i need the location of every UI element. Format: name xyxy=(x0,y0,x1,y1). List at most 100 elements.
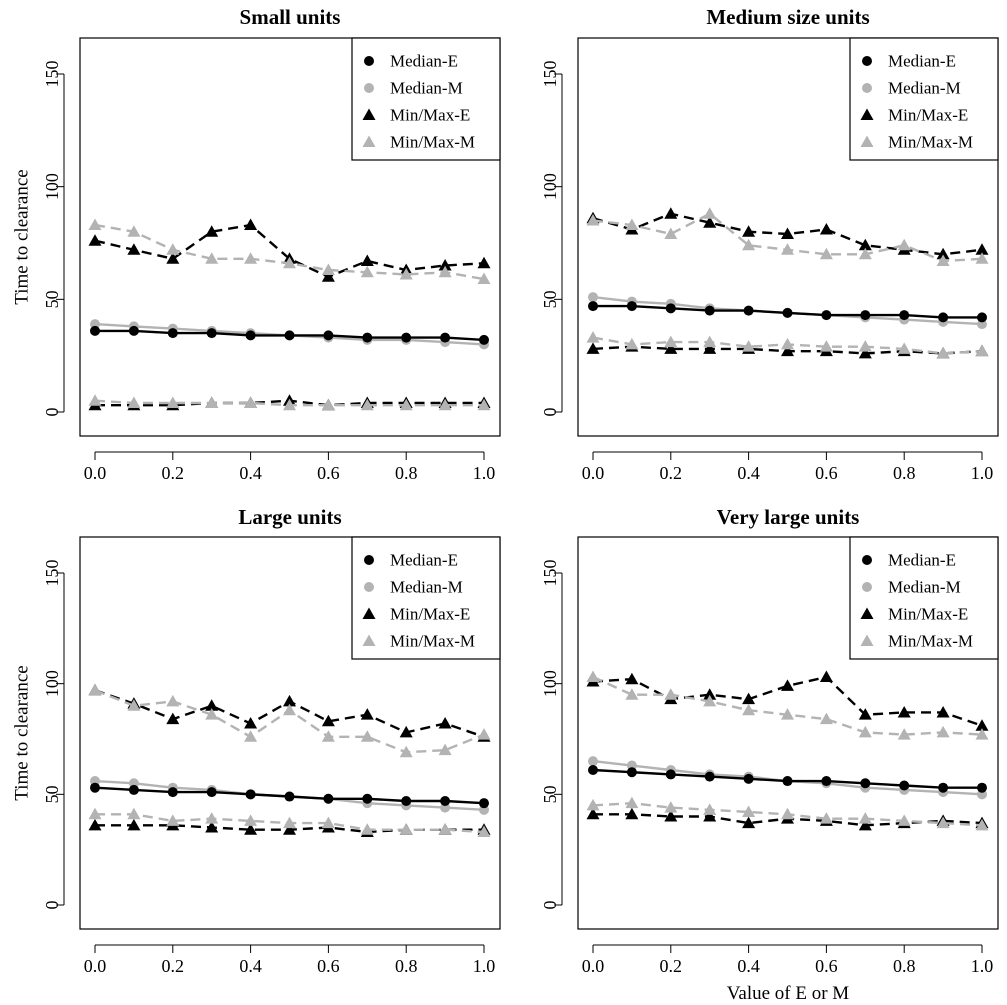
data-point xyxy=(90,325,100,336)
series-median-e xyxy=(588,301,987,323)
data-point xyxy=(167,787,178,798)
chart-title: Medium size units xyxy=(706,5,869,29)
data-point xyxy=(742,816,756,829)
data-point xyxy=(858,818,872,831)
legend-marker xyxy=(364,83,374,93)
series-minmax-m-max xyxy=(586,207,989,267)
data-point xyxy=(244,218,258,230)
chart-panel-4: Very large units 0 50 100 150 0.0 0.2 0.4 0.6 0.8… xyxy=(540,505,999,1004)
x-tick-label: 1.0 xyxy=(473,463,496,483)
legend-marker xyxy=(862,555,872,565)
x-tick-label: 0.0 xyxy=(582,463,605,483)
series-minmax-e-max xyxy=(88,218,491,282)
y-tick-label: 0 xyxy=(540,901,560,910)
data-point xyxy=(588,301,598,312)
data-point xyxy=(781,679,794,691)
legend-marker xyxy=(364,582,374,592)
data-point xyxy=(975,719,989,731)
data-point xyxy=(205,821,219,833)
x-axis-label: Value of E or M xyxy=(727,983,850,1004)
data-point xyxy=(703,216,717,228)
data-point xyxy=(205,699,219,711)
data-point xyxy=(90,782,100,793)
legend-box xyxy=(351,37,501,161)
data-point xyxy=(975,344,989,357)
data-point xyxy=(88,394,102,406)
data-point xyxy=(743,773,754,784)
data-point xyxy=(283,398,296,411)
data-point xyxy=(206,328,217,339)
data-point xyxy=(127,225,141,237)
legend-marker xyxy=(860,108,874,120)
data-point xyxy=(399,823,413,835)
data-point xyxy=(742,805,756,818)
data-point xyxy=(283,256,296,269)
series-minmax-m-min xyxy=(88,394,491,411)
data-point xyxy=(88,683,102,696)
data-point xyxy=(586,331,600,343)
data-point xyxy=(166,252,180,264)
data-point xyxy=(665,769,676,780)
chart-title: Small units xyxy=(240,5,341,29)
data-point xyxy=(360,823,374,835)
data-point xyxy=(477,728,491,740)
data-point xyxy=(323,793,334,804)
legend-marker xyxy=(862,56,872,66)
x-tick-label: 0.8 xyxy=(395,463,418,483)
data-point xyxy=(127,699,141,711)
data-point xyxy=(586,213,600,226)
legend-label: Median-M xyxy=(888,79,961,98)
data-point xyxy=(284,791,295,802)
data-point xyxy=(127,818,141,831)
data-point xyxy=(360,730,374,742)
data-point xyxy=(936,816,950,829)
data-point xyxy=(665,303,676,314)
legend-marker xyxy=(364,56,374,66)
legend-box xyxy=(351,536,501,660)
data-point xyxy=(664,688,678,700)
data-point xyxy=(742,225,756,237)
data-point xyxy=(205,812,219,824)
y-tick-label: 50 xyxy=(42,290,62,308)
y-tick-label: 100 xyxy=(540,173,560,200)
plot-frame xyxy=(577,536,999,930)
data-point xyxy=(128,325,139,336)
data-point xyxy=(438,259,452,271)
data-point xyxy=(88,218,102,230)
data-point xyxy=(167,328,178,339)
data-point xyxy=(440,332,451,343)
data-point xyxy=(245,330,256,341)
data-point xyxy=(703,342,717,354)
data-point xyxy=(936,254,950,267)
data-point xyxy=(166,243,180,255)
data-point xyxy=(399,725,413,738)
y-tick-label: 150 xyxy=(42,61,62,88)
data-point xyxy=(284,330,295,341)
data-point xyxy=(821,776,832,787)
legend-label: Min/Max-E xyxy=(888,605,968,624)
data-point xyxy=(88,234,102,246)
data-point xyxy=(858,708,872,720)
data-point xyxy=(244,717,258,729)
data-point xyxy=(938,782,949,793)
data-point xyxy=(975,728,989,740)
series-line xyxy=(94,223,485,281)
data-point xyxy=(782,307,793,318)
legend-label: Min/Max-E xyxy=(390,106,470,125)
legend-label: Median-M xyxy=(888,578,961,597)
data-point xyxy=(703,207,717,219)
data-point xyxy=(664,342,678,354)
data-point xyxy=(321,730,335,742)
data-point xyxy=(321,398,335,411)
x-tick-label: 0.4 xyxy=(239,463,262,483)
y-tick-label: 0 xyxy=(42,901,62,910)
data-point xyxy=(819,222,833,235)
data-point xyxy=(742,238,756,251)
data-point xyxy=(588,292,598,303)
y-tick-label: 0 xyxy=(540,408,560,417)
data-point xyxy=(938,312,949,323)
data-point xyxy=(362,793,373,804)
data-point xyxy=(860,310,871,321)
x-tick-label: 0.0 xyxy=(582,956,605,976)
